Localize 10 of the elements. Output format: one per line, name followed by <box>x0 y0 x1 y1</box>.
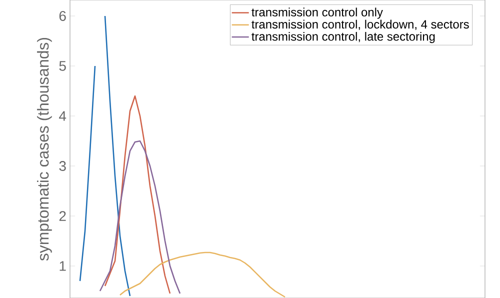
legend-label: transmission control only <box>252 8 383 19</box>
y-tick-label: 4 <box>59 111 66 121</box>
legend-label: transmission control, lockdown, 4 sectors <box>252 20 469 30</box>
legend-label: transmission control, late sectoring <box>252 32 435 44</box>
y-tick-label: 5 <box>59 61 66 71</box>
y-tick-label: 2 <box>59 211 66 221</box>
y-tick-label: 6 <box>59 11 66 21</box>
y-axis-title: symptomatic cases (thousands) <box>37 38 52 261</box>
y-tick-label: 1 <box>60 261 66 271</box>
y-tick-label: 3 <box>59 161 66 171</box>
